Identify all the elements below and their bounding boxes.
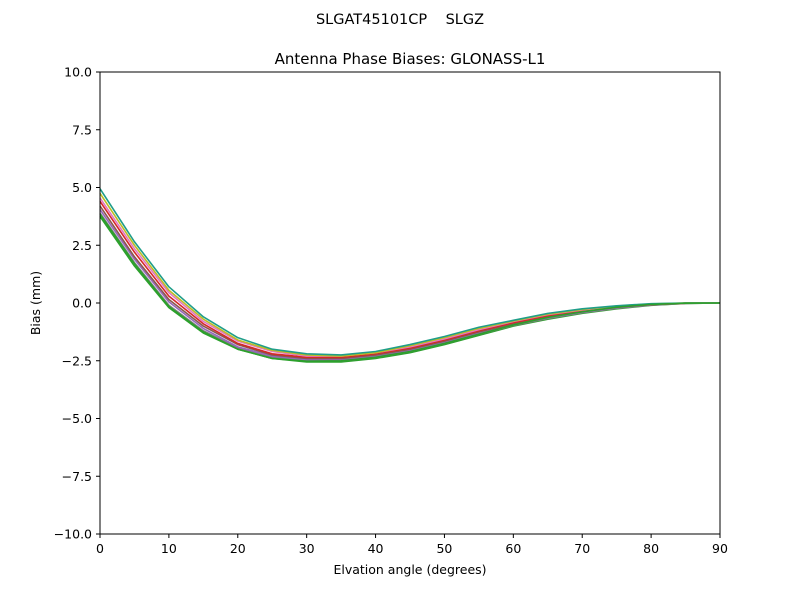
series-line bbox=[99, 192, 720, 357]
series-layer bbox=[99, 188, 721, 363]
x-tick-label: 90 bbox=[712, 541, 728, 556]
x-tick-label: 60 bbox=[505, 541, 521, 556]
x-axis-label: Elvation angle (degrees) bbox=[333, 562, 486, 577]
series-line bbox=[99, 200, 721, 359]
x-tick-label: 10 bbox=[161, 541, 177, 556]
x-tick-label: 40 bbox=[368, 541, 384, 556]
y-axis-label: Bias (mm) bbox=[28, 271, 43, 335]
x-tick-label: 50 bbox=[436, 541, 452, 556]
series-line bbox=[99, 197, 721, 357]
y-tick-label: −7.5 bbox=[62, 469, 92, 484]
y-tick-label: 2.5 bbox=[72, 238, 92, 253]
series-line bbox=[99, 213, 721, 363]
y-tick-label: 0.0 bbox=[72, 296, 92, 311]
chart-suptitle: SLGAT45101CP SLGZ bbox=[316, 12, 484, 28]
x-tick-label: 20 bbox=[230, 541, 246, 556]
series-line bbox=[99, 188, 720, 356]
y-tick-label: 5.0 bbox=[72, 180, 92, 195]
series-line bbox=[99, 215, 721, 363]
y-tick-label: −2.5 bbox=[62, 353, 92, 368]
series-line bbox=[99, 205, 721, 360]
x-tick-label: 0 bbox=[96, 541, 104, 556]
y-tick-label: 7.5 bbox=[72, 122, 92, 137]
x-tick-label: 80 bbox=[643, 541, 659, 556]
y-tick-label: 10.0 bbox=[64, 65, 92, 80]
x-axis-ticks: 0 10 20 30 40 50 60 70 80 90 bbox=[96, 534, 728, 556]
chart-title: Antenna Phase Biases: GLONASS-L1 bbox=[275, 50, 546, 68]
series-line bbox=[99, 212, 721, 362]
x-tick-label: 70 bbox=[574, 541, 590, 556]
x-tick-label: 30 bbox=[299, 541, 315, 556]
y-tick-label: −5.0 bbox=[62, 411, 92, 426]
series-line bbox=[99, 208, 721, 361]
y-axis-ticks: 10.0 7.5 5.0 2.5 0.0 −2.5 −5.0 −7.5 −10.0 bbox=[54, 65, 100, 542]
y-tick-label: −10.0 bbox=[54, 527, 92, 542]
plot-frame bbox=[99, 71, 721, 535]
